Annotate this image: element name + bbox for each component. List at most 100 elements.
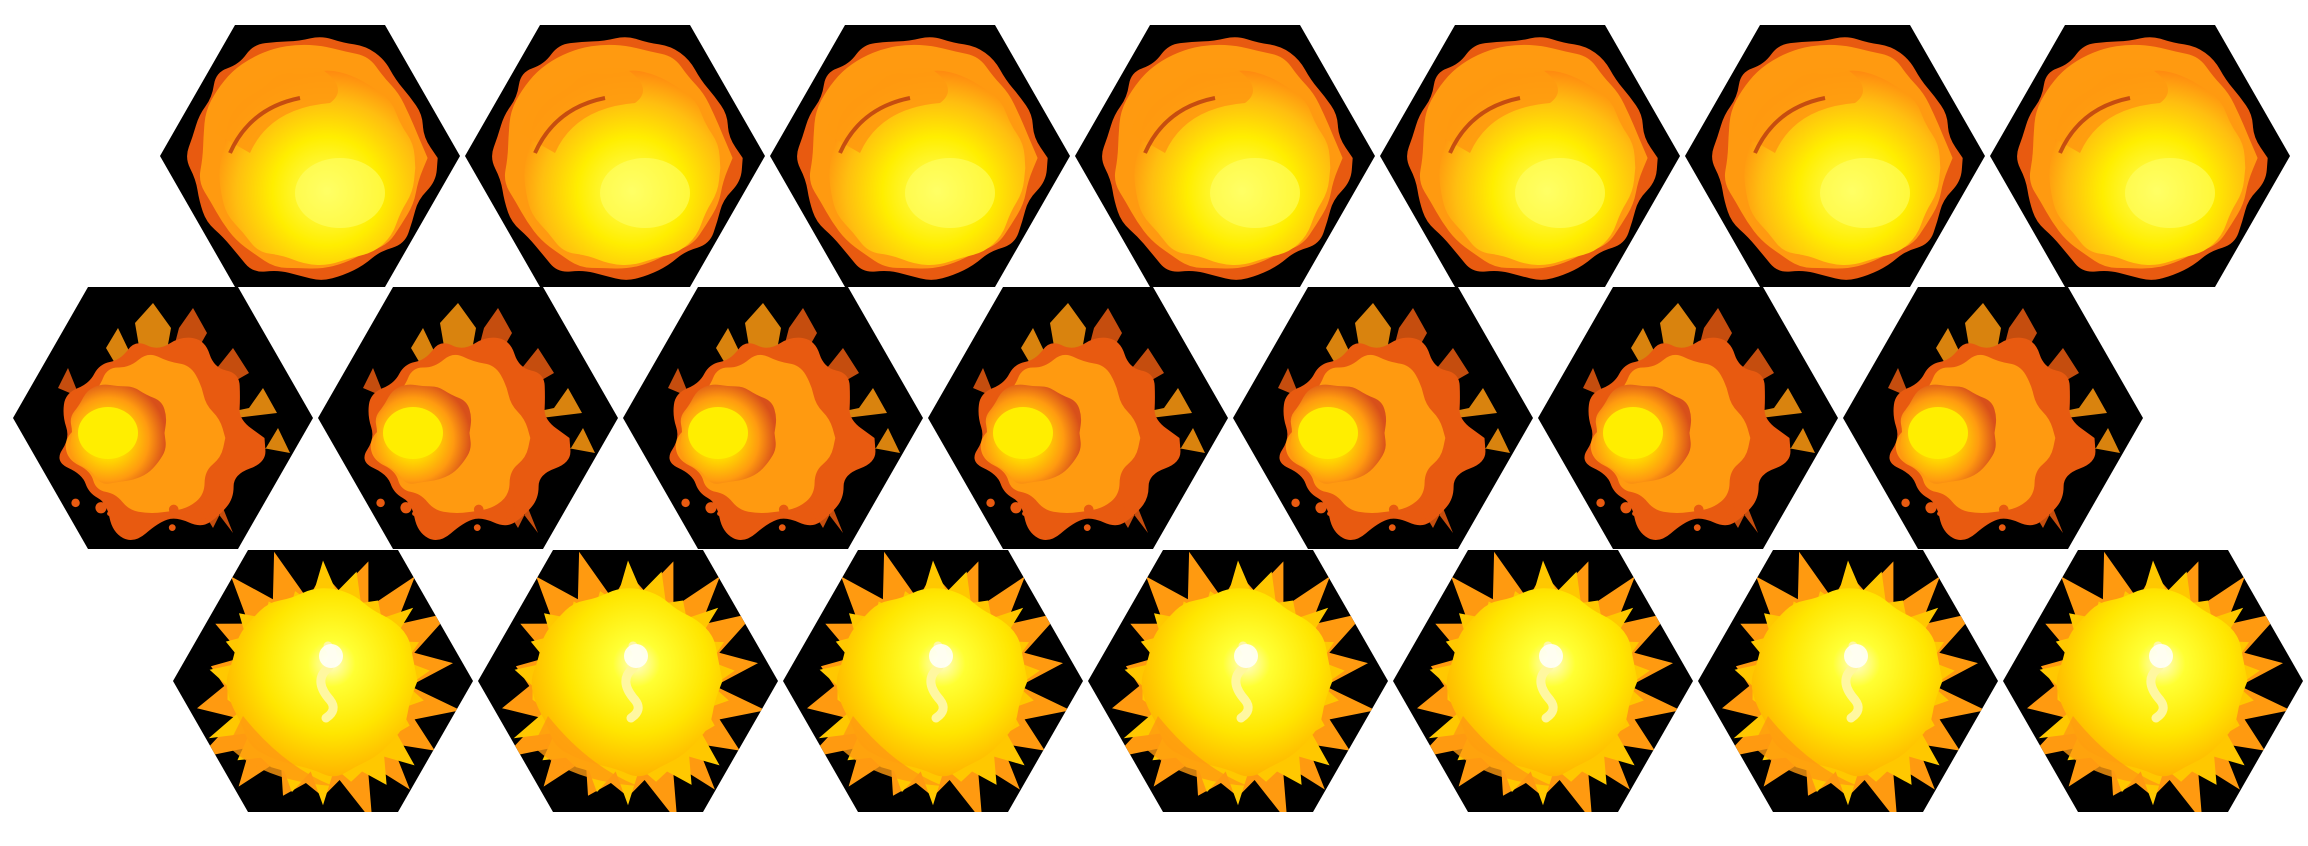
- burst-ember: [95, 502, 107, 514]
- burst-ember: [473, 504, 484, 515]
- burst-ember: [1022, 511, 1027, 516]
- burst-ember: [778, 504, 789, 515]
- burst-ember: [1620, 502, 1632, 514]
- explosion-shadow: [1448, 716, 1553, 786]
- explosion-shadow: [2058, 716, 2163, 786]
- explosion-flash-point: [319, 644, 343, 668]
- burst-ember: [1596, 498, 1605, 508]
- fireball-swirl: [825, 67, 948, 153]
- fireball-frame: [1990, 25, 2290, 287]
- burst-ember: [376, 498, 385, 508]
- fireball-swirl: [215, 67, 338, 153]
- explosion-shadow: [533, 716, 638, 786]
- fireball-sprite: [1102, 37, 1353, 280]
- flame-burst-sprite: [1278, 303, 1510, 541]
- fireball-frame: [1380, 25, 1680, 287]
- burst-ember: [1421, 517, 1427, 523]
- burst-ember: [116, 517, 126, 527]
- fireball-crack: [228, 96, 301, 154]
- burst-ember: [1901, 498, 1910, 508]
- explosion-frame: [1393, 550, 1693, 812]
- explosion-flash-point: [1234, 644, 1258, 668]
- burst-ember: [1327, 511, 1332, 516]
- fireball-hotspot: [295, 158, 385, 228]
- burst-ember: [1115, 505, 1126, 516]
- burst-ember: [400, 502, 412, 514]
- burst-ember: [506, 517, 512, 523]
- fireball-frame: [1685, 25, 1985, 287]
- burst-ember: [2031, 517, 2037, 523]
- fireball-crack: [533, 96, 606, 154]
- fireball-sprite: [2017, 37, 2268, 280]
- explosion-frame: [173, 550, 473, 812]
- explosion-sprite: [807, 551, 1071, 812]
- burst-hotspot: [1908, 407, 1968, 459]
- fireball-swirl: [2045, 67, 2168, 153]
- explosion-shadow: [228, 716, 333, 786]
- flame-burst-frame: [13, 287, 313, 549]
- burst-ember: [1336, 517, 1346, 527]
- explosion-flash-point: [624, 644, 648, 668]
- burst-ember: [107, 511, 112, 516]
- burst-ember: [1291, 498, 1300, 508]
- explosion-shadow: [1143, 716, 1248, 786]
- burst-ember: [1116, 517, 1122, 523]
- burst-ember: [201, 517, 207, 523]
- flame-burst-frame: [318, 287, 618, 549]
- burst-ember: [986, 498, 995, 508]
- burst-flame-tongue: [973, 368, 1068, 428]
- flame-burst-sprite: [1583, 303, 1815, 541]
- burst-hotspot: [993, 407, 1053, 459]
- burst-ember: [1998, 504, 2009, 515]
- explosion-flash-point: [1539, 644, 1563, 668]
- burst-ember: [1998, 524, 2006, 531]
- fireball-sprite: [492, 37, 743, 280]
- fireball-sprite: [1407, 37, 1658, 280]
- explosion-frame: [1088, 550, 1388, 812]
- explosion-flash-point: [929, 644, 953, 668]
- burst-flame-tongue: [58, 368, 153, 428]
- flame-burst-sprite: [363, 303, 595, 541]
- burst-ember: [1693, 504, 1704, 515]
- burst-ember: [1388, 504, 1399, 515]
- explosion-flash-point: [2149, 644, 2173, 668]
- burst-ember: [1632, 511, 1637, 516]
- burst-hotspot: [1603, 407, 1663, 459]
- fireball-frame: [1075, 25, 1375, 287]
- explosion-sprite: [502, 551, 766, 812]
- flame-burst-sprite: [668, 303, 900, 541]
- burst-ember: [168, 524, 176, 531]
- burst-hotspot: [383, 407, 443, 459]
- fireball-hotspot: [1210, 158, 1300, 228]
- burst-flame-tongue: [1278, 368, 1373, 428]
- burst-ember: [421, 517, 431, 527]
- burst-ember: [1946, 517, 1956, 527]
- burst-flame-tongue: [1583, 368, 1678, 428]
- flame-burst-frame: [623, 287, 923, 549]
- burst-ember: [778, 524, 786, 531]
- burst-ember: [71, 498, 80, 508]
- burst-ember: [681, 498, 690, 508]
- burst-flame-tongue: [1888, 368, 1983, 428]
- flame-burst-sprite: [58, 303, 290, 541]
- flame-burst-frame: [1843, 287, 2143, 549]
- fireball-hotspot: [905, 158, 995, 228]
- fireball-hotspot: [1820, 158, 1910, 228]
- burst-ember: [1315, 502, 1327, 514]
- burst-ember: [1083, 524, 1091, 531]
- sprite-row-flame-burst: [13, 287, 2143, 549]
- flame-burst-frame: [928, 287, 1228, 549]
- burst-ember: [1388, 524, 1396, 531]
- fireball-sprite: [797, 37, 1048, 280]
- fireball-crack: [1448, 96, 1521, 154]
- fireball-hotspot: [600, 158, 690, 228]
- fireball-crack: [2058, 96, 2131, 154]
- explosion-frame: [2003, 550, 2303, 812]
- burst-ember: [505, 505, 516, 516]
- fireball-swirl: [1130, 67, 1253, 153]
- burst-ember: [1083, 504, 1094, 515]
- burst-ember: [705, 502, 717, 514]
- burst-ember: [473, 524, 481, 531]
- explosion-sprite: [1722, 551, 1986, 812]
